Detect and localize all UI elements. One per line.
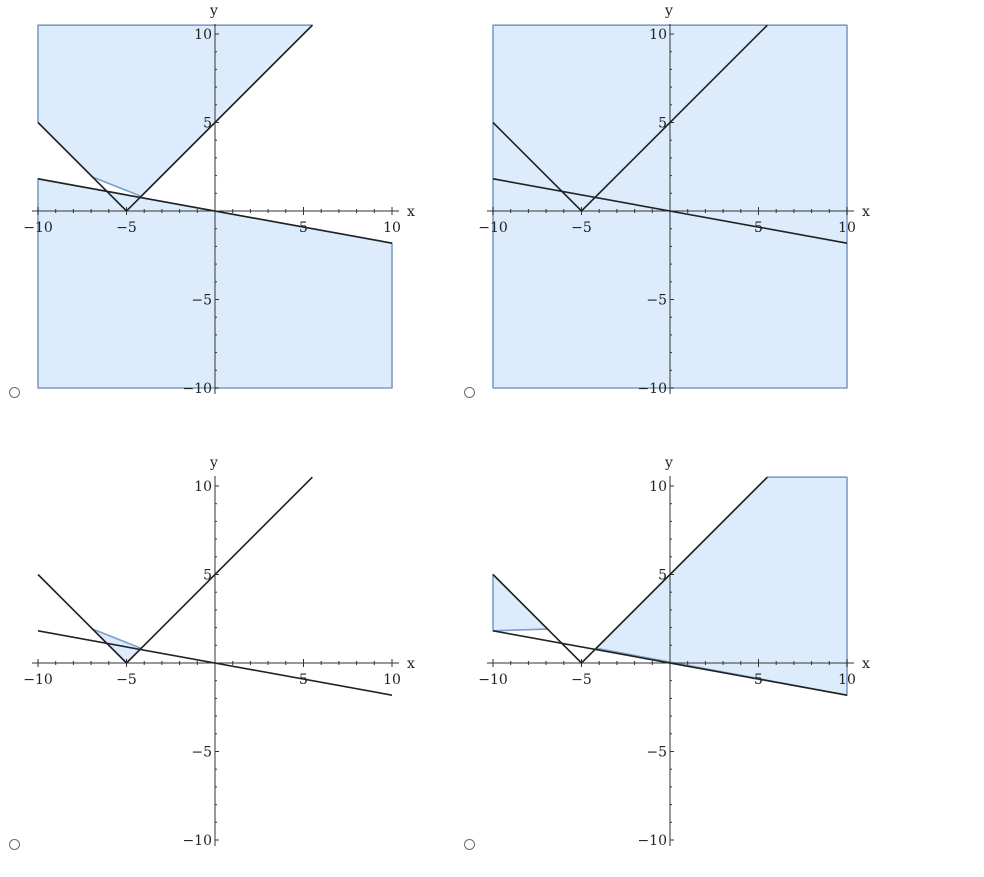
y-tick-label: −10 [182,381,212,397]
y-tick-label: −5 [646,293,667,309]
x-tick-label: −5 [571,220,592,236]
x-tick-label: −10 [478,220,508,236]
linear-boundary-line [37,178,393,244]
radio-button-a[interactable] [9,387,20,398]
x-tick-label: −5 [571,672,592,688]
linear-boundary-line [492,630,848,696]
x-tick-label: 10 [383,220,401,236]
y-tick-label: −10 [637,833,667,849]
shaded-region-1 [91,628,142,664]
absolute-value-curve [492,476,768,665]
absolute-value-curve [492,24,768,213]
y-tick-label: 5 [658,568,667,584]
answer-option-a[interactable]: −10 −5 5 10 −10 −5 5 10 x y [0,0,460,410]
x-axis-label: x [862,204,870,220]
answer-option-d[interactable]: −10 −5 5 10 −10 −5 5 10 x y [455,452,915,862]
linear-boundary-line [37,630,393,696]
answer-option-c[interactable]: −10 −5 5 10 −10 −5 5 10 x y [0,452,460,862]
x-tick-label: 5 [754,672,763,688]
graph-a: −10 −5 5 10 −10 −5 5 10 x y [23,3,415,397]
y-axis-label: y [664,455,673,471]
y-tick-label: −10 [182,833,212,849]
x-tick-label: −10 [23,672,53,688]
x-tick-label: 5 [754,220,763,236]
y-axis-label: y [209,455,218,471]
y-tick-label: 10 [649,27,667,43]
answer-option-b[interactable]: −10 −5 5 10 −10 −5 5 10 x y [455,0,915,410]
y-tick-label: 5 [203,116,212,132]
x-tick-label: 10 [838,672,856,688]
graph-d: −10 −5 5 10 −10 −5 5 10 x y [478,455,870,849]
y-tick-label: −10 [637,381,667,397]
y-tick-label: 5 [203,568,212,584]
shaded-region-2 [595,476,848,696]
radio-button-d[interactable] [464,839,475,850]
x-tick-label: −5 [116,220,137,236]
y-tick-label: 5 [658,116,667,132]
x-tick-label: −10 [23,220,53,236]
shaded-region-1 [37,24,314,198]
graph-c: −10 −5 5 10 −10 −5 5 10 x y [23,455,415,849]
x-axis-label: x [407,204,415,220]
radio-button-c[interactable] [9,839,20,850]
x-tick-label: 5 [299,672,308,688]
x-axis-label: x [862,656,870,672]
absolute-value-curve [37,476,313,665]
x-tick-label: 10 [838,220,856,236]
y-tick-label: 10 [194,27,212,43]
graph-b: −10 −5 5 10 −10 −5 5 10 x y [478,3,870,397]
linear-boundary-line [492,178,848,244]
x-axis-label: x [407,656,415,672]
y-tick-label: −5 [191,745,212,761]
y-tick-label: 10 [649,479,667,495]
radio-button-b[interactable] [464,387,475,398]
y-tick-label: −5 [646,745,667,761]
y-axis-label: y [664,3,673,19]
x-tick-label: −5 [116,672,137,688]
x-tick-label: −10 [478,672,508,688]
absolute-value-curve [37,24,313,213]
y-tick-label: −5 [191,293,212,309]
x-tick-label: 5 [299,220,308,236]
y-tick-label: 10 [194,479,212,495]
y-axis-label: y [209,3,218,19]
x-tick-label: 10 [383,672,401,688]
